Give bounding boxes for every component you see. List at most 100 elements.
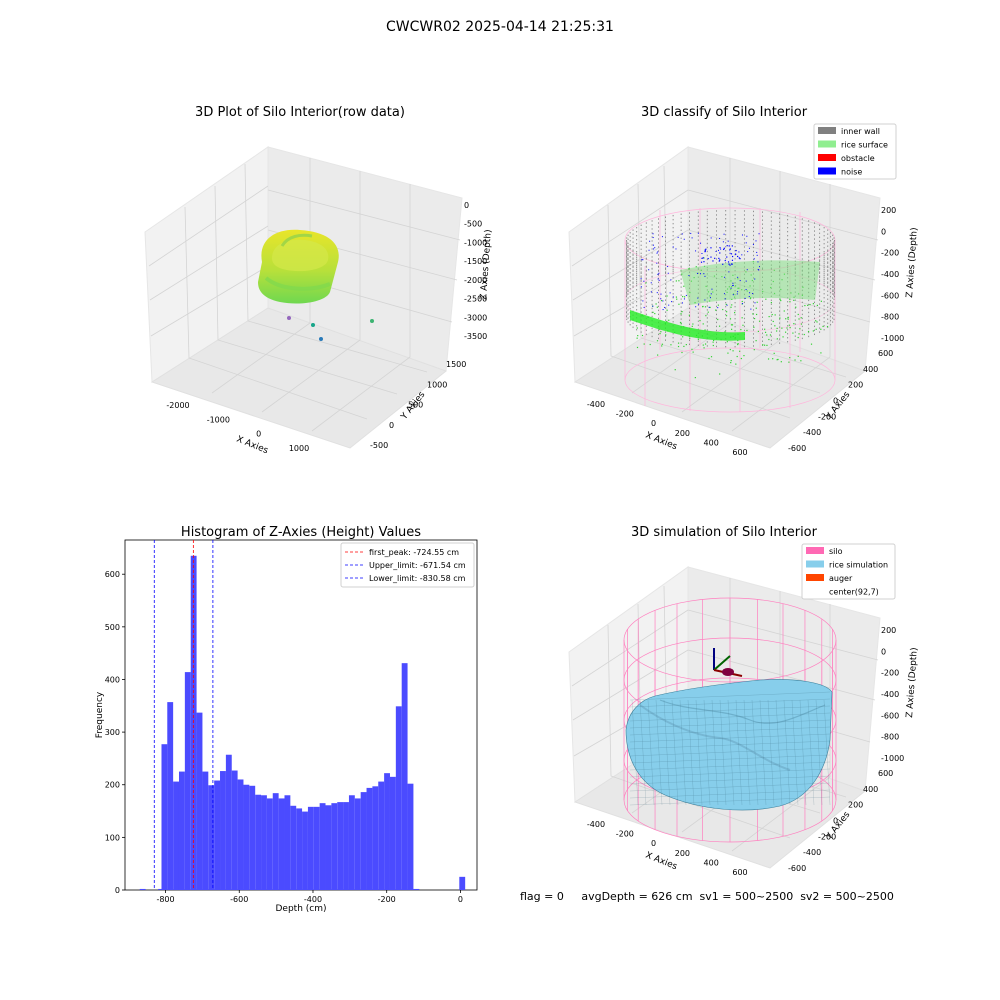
inner-wall-point — [627, 286, 629, 289]
panel2-x-tick-label: 0 — [651, 419, 656, 428]
inner-wall-point — [665, 224, 666, 226]
noise-point — [690, 232, 692, 234]
rice-surface-point — [655, 303, 657, 305]
inner-wall-point — [645, 277, 647, 280]
inner-wall-point — [787, 246, 789, 249]
inner-wall-point — [627, 266, 629, 269]
inner-wall-point — [689, 315, 690, 317]
inner-wall-point — [640, 311, 642, 313]
inner-wall-point — [658, 258, 659, 260]
inner-wall-point — [832, 321, 834, 323]
rice-surface-point — [677, 345, 680, 348]
inner-wall-point — [658, 309, 659, 312]
noise-point — [755, 240, 757, 242]
inner-wall-point — [833, 294, 835, 297]
inner-wall-point — [672, 337, 674, 339]
inner-wall-point — [827, 266, 829, 268]
inner-wall-point — [823, 226, 825, 229]
inner-wall-point — [697, 259, 699, 261]
inner-wall-point — [827, 326, 829, 328]
inner-wall-point — [808, 240, 810, 242]
histogram-bar — [220, 771, 226, 890]
rice-surface-point — [678, 303, 680, 305]
panel1-y-tick-label: 0 — [389, 421, 394, 430]
rice-surface-point — [816, 321, 818, 323]
inner-wall-point — [827, 274, 829, 276]
noise-point — [709, 297, 711, 299]
inner-wall-point — [787, 309, 789, 311]
inner-wall-point — [823, 305, 825, 307]
inner-wall-point — [830, 319, 832, 322]
inner-wall-point — [640, 252, 642, 255]
inner-wall-point — [762, 320, 763, 322]
inner-wall-point — [787, 234, 789, 237]
inner-wall-point — [640, 331, 642, 333]
histogram-bar — [384, 773, 390, 890]
noise-point — [640, 278, 642, 280]
inner-wall-point — [753, 301, 754, 303]
inner-wall-point — [665, 263, 666, 265]
histogram-bar — [272, 793, 279, 890]
inner-wall-point — [626, 250, 628, 253]
rice-mesh-line — [799, 699, 807, 806]
rice-surface-point — [699, 320, 701, 322]
inner-wall-point — [753, 313, 754, 315]
inner-wall-point — [819, 255, 821, 257]
noise-point — [672, 296, 674, 298]
panel1-z-axis-label: Z Axies (Depth) — [479, 229, 494, 300]
inner-wall-point — [632, 286, 634, 288]
inner-wall-point — [672, 250, 674, 253]
inner-wall-point — [808, 307, 810, 310]
noise-point — [741, 254, 743, 256]
inner-wall-point — [658, 329, 659, 332]
inner-wall-point — [645, 301, 647, 304]
histogram-x-tick-label: -200 — [378, 895, 396, 904]
panel4-rice-simulation-surface — [625, 679, 833, 811]
rice-surface-point — [692, 351, 694, 353]
inner-wall-point — [794, 307, 796, 309]
inner-wall-point — [626, 302, 628, 305]
inner-wall-point — [833, 310, 835, 313]
inner-wall-point — [658, 305, 659, 308]
inner-wall-point — [734, 214, 736, 216]
inner-wall-point — [632, 294, 634, 296]
inner-wall-point — [626, 242, 628, 245]
inner-wall-point — [665, 248, 666, 250]
panel2-x-axis-label: X Axies — [644, 431, 679, 453]
inner-wall-point — [753, 250, 754, 253]
inner-wall-point — [665, 311, 666, 313]
inner-wall-point — [834, 276, 835, 278]
inner-wall-point — [770, 224, 772, 226]
inner-wall-point — [626, 318, 628, 321]
inner-wall-point — [801, 258, 803, 260]
rice-surface-point — [779, 317, 781, 319]
inner-wall-point — [632, 265, 634, 267]
inner-wall-point — [672, 273, 674, 275]
inner-wall-point — [626, 314, 628, 317]
noise-point — [729, 249, 731, 251]
inner-wall-point — [770, 232, 772, 234]
inner-wall-point — [725, 238, 727, 240]
inner-wall-point — [823, 261, 825, 263]
inner-wall-point — [627, 254, 629, 257]
rice-mesh-line — [783, 699, 791, 806]
inner-wall-point — [823, 281, 825, 283]
inner-wall-point — [832, 313, 834, 315]
inner-wall-point — [627, 249, 629, 251]
noise-point — [729, 248, 731, 250]
inner-wall-point — [626, 281, 628, 283]
inner-wall-point — [743, 230, 745, 232]
inner-wall-point — [680, 213, 682, 215]
panel4-legend-box — [801, 543, 896, 600]
panel1-outlier-points — [287, 316, 374, 341]
inner-wall-point — [651, 264, 653, 266]
histogram-bar — [325, 805, 332, 890]
noise-point — [704, 249, 706, 251]
inner-wall-point — [636, 273, 638, 275]
rice-surface-point — [729, 348, 731, 351]
inner-wall-point — [716, 262, 717, 264]
inner-wall-point — [770, 228, 772, 230]
inner-wall-point — [645, 250, 647, 252]
rice-surface-point — [776, 359, 778, 361]
